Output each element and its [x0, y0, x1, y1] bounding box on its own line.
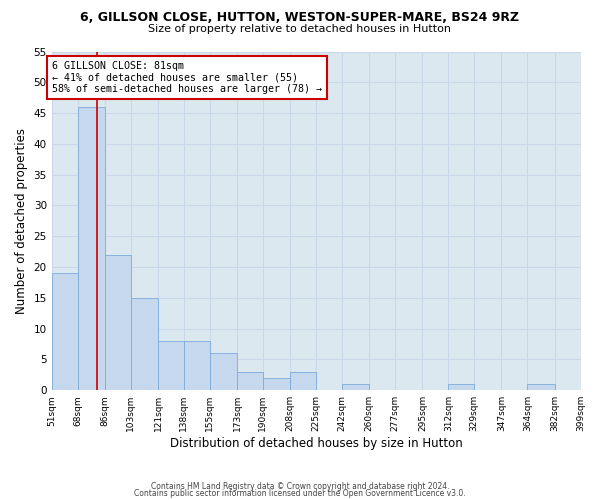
Text: Size of property relative to detached houses in Hutton: Size of property relative to detached ho… [149, 24, 452, 34]
X-axis label: Distribution of detached houses by size in Hutton: Distribution of detached houses by size … [170, 437, 463, 450]
Text: 6 GILLSON CLOSE: 81sqm
← 41% of detached houses are smaller (55)
58% of semi-det: 6 GILLSON CLOSE: 81sqm ← 41% of detached… [52, 60, 322, 94]
Bar [290, 372, 316, 390]
Bar [77, 107, 105, 390]
Text: 6, GILLSON CLOSE, HUTTON, WESTON-SUPER-MARE, BS24 9RZ: 6, GILLSON CLOSE, HUTTON, WESTON-SUPER-M… [80, 11, 520, 24]
Bar [342, 384, 369, 390]
Bar [448, 384, 474, 390]
Bar [158, 341, 184, 390]
Bar [184, 341, 210, 390]
Y-axis label: Number of detached properties: Number of detached properties [15, 128, 28, 314]
Text: Contains public sector information licensed under the Open Government Licence v3: Contains public sector information licen… [134, 489, 466, 498]
Bar [210, 354, 237, 390]
Bar [131, 298, 158, 390]
Bar [527, 384, 554, 390]
Bar [263, 378, 290, 390]
Bar [105, 254, 131, 390]
Text: Contains HM Land Registry data © Crown copyright and database right 2024.: Contains HM Land Registry data © Crown c… [151, 482, 449, 491]
Bar [52, 273, 77, 390]
Bar [237, 372, 263, 390]
